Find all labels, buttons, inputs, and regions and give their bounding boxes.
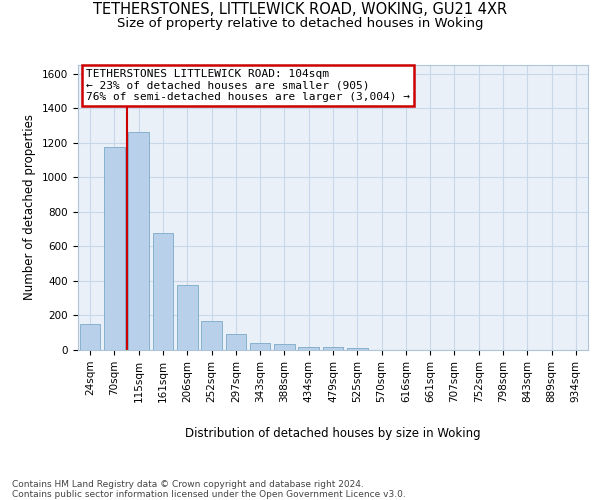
Text: TETHERSTONES, LITTLEWICK ROAD, WOKING, GU21 4XR: TETHERSTONES, LITTLEWICK ROAD, WOKING, G… xyxy=(93,2,507,18)
Text: Contains HM Land Registry data © Crown copyright and database right 2024.
Contai: Contains HM Land Registry data © Crown c… xyxy=(12,480,406,499)
Bar xyxy=(347,348,368,350)
Y-axis label: Number of detached properties: Number of detached properties xyxy=(23,114,37,300)
Bar xyxy=(104,147,125,350)
Bar xyxy=(128,132,149,350)
Text: Size of property relative to detached houses in Woking: Size of property relative to detached ho… xyxy=(117,16,483,30)
Bar xyxy=(177,285,197,350)
Bar xyxy=(201,320,222,350)
Bar xyxy=(323,346,343,350)
Bar xyxy=(250,343,271,350)
Bar xyxy=(152,232,173,350)
Bar xyxy=(80,324,100,350)
Bar xyxy=(298,346,319,350)
Text: TETHERSTONES LITTLEWICK ROAD: 104sqm
← 23% of detached houses are smaller (905)
: TETHERSTONES LITTLEWICK ROAD: 104sqm ← 2… xyxy=(86,70,410,102)
Bar xyxy=(274,344,295,350)
Bar xyxy=(226,334,246,350)
Text: Distribution of detached houses by size in Woking: Distribution of detached houses by size … xyxy=(185,428,481,440)
